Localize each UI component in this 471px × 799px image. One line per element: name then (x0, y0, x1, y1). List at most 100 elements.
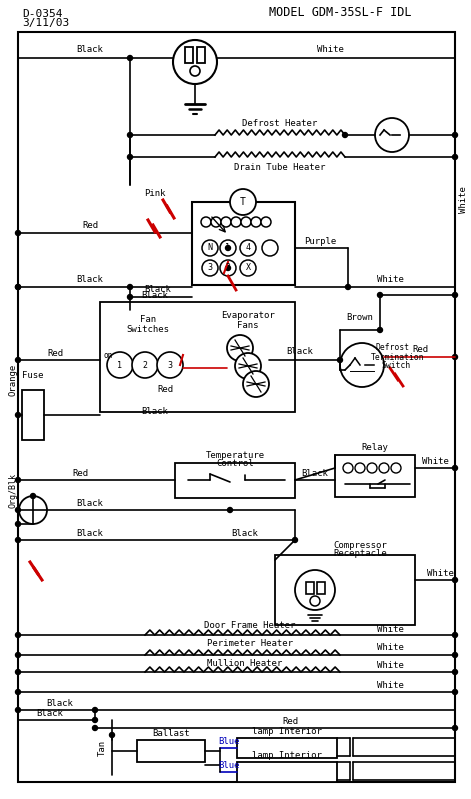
Circle shape (16, 478, 21, 483)
Circle shape (375, 118, 409, 152)
Text: Temperature: Temperature (205, 451, 265, 459)
Text: Black: Black (232, 528, 259, 538)
Circle shape (343, 463, 353, 473)
Circle shape (16, 690, 21, 694)
Circle shape (295, 570, 335, 610)
Circle shape (292, 538, 298, 543)
Text: D-0354: D-0354 (22, 9, 63, 19)
Circle shape (16, 507, 21, 512)
Circle shape (226, 265, 230, 271)
Text: Black: Black (145, 285, 171, 295)
Text: Termination: Termination (371, 352, 425, 361)
Circle shape (16, 670, 21, 674)
Text: White: White (376, 643, 404, 653)
Circle shape (157, 352, 183, 378)
Circle shape (107, 352, 133, 378)
Text: Ballast: Ballast (152, 729, 190, 738)
Circle shape (340, 343, 384, 387)
Bar (237, 738, 337, 758)
Circle shape (227, 335, 253, 361)
Text: Tan: Tan (97, 740, 106, 756)
Circle shape (16, 538, 21, 543)
Circle shape (453, 633, 457, 638)
Circle shape (453, 578, 457, 582)
Text: 2: 2 (226, 264, 230, 272)
Circle shape (231, 217, 241, 227)
Circle shape (220, 240, 236, 256)
Circle shape (202, 240, 218, 256)
Bar (237, 762, 337, 782)
Bar (175, 463, 295, 498)
Circle shape (227, 507, 233, 512)
Bar (100, 302, 295, 412)
Text: Black: Black (301, 468, 328, 478)
Text: Defrost: Defrost (376, 344, 410, 352)
Text: Fan: Fan (140, 316, 156, 324)
Text: Blue: Blue (218, 761, 240, 770)
Circle shape (240, 240, 256, 256)
Text: 3: 3 (208, 264, 212, 272)
Text: Red: Red (157, 385, 173, 395)
Circle shape (391, 463, 401, 473)
Circle shape (132, 352, 158, 378)
Text: lamp Interior: lamp Interior (252, 728, 322, 737)
Bar (197, 47, 205, 63)
Circle shape (346, 284, 350, 289)
Text: Orange: Orange (8, 364, 17, 396)
Circle shape (453, 725, 457, 730)
Text: White: White (376, 276, 404, 284)
Circle shape (128, 154, 132, 160)
Text: 1: 1 (117, 360, 122, 369)
Circle shape (251, 217, 261, 227)
Circle shape (109, 733, 114, 737)
Circle shape (377, 292, 382, 297)
Text: Black: Black (47, 698, 73, 707)
Circle shape (241, 217, 251, 227)
Bar (335, 455, 415, 497)
Circle shape (453, 355, 457, 360)
Text: Switch: Switch (382, 361, 411, 371)
Circle shape (226, 245, 230, 251)
Circle shape (453, 653, 457, 658)
Text: Relay: Relay (362, 443, 389, 452)
Text: 4: 4 (245, 244, 251, 252)
Text: White: White (317, 46, 343, 54)
Circle shape (261, 217, 271, 227)
Text: Black: Black (77, 276, 104, 284)
Circle shape (128, 55, 132, 61)
Bar (22, 390, 44, 440)
Circle shape (342, 133, 348, 137)
Text: Compressor: Compressor (333, 540, 387, 550)
Text: Switches: Switches (127, 325, 170, 335)
Circle shape (190, 66, 200, 76)
Circle shape (211, 217, 221, 227)
Circle shape (202, 260, 218, 276)
Circle shape (453, 670, 457, 674)
Text: on: on (103, 351, 113, 360)
Circle shape (262, 240, 278, 256)
Text: Black: Black (77, 46, 104, 54)
Text: Brown: Brown (347, 313, 374, 323)
Text: White: White (376, 662, 404, 670)
Text: Red: Red (47, 348, 63, 357)
Circle shape (128, 295, 132, 300)
Circle shape (31, 494, 35, 499)
Text: Org/Blk: Org/Blk (8, 472, 17, 507)
Circle shape (16, 357, 21, 363)
Bar (306, 582, 314, 594)
Text: Door Frame Heater: Door Frame Heater (204, 622, 296, 630)
Circle shape (453, 154, 457, 160)
Text: 1: 1 (226, 244, 230, 252)
Circle shape (92, 707, 97, 713)
Circle shape (230, 189, 256, 215)
Circle shape (453, 133, 457, 137)
Circle shape (367, 463, 377, 473)
Text: White: White (376, 682, 404, 690)
Text: Evaporator: Evaporator (221, 312, 275, 320)
Text: Red: Red (282, 717, 298, 725)
Circle shape (128, 284, 132, 289)
Circle shape (379, 463, 389, 473)
Text: Drain Tube Heater: Drain Tube Heater (234, 162, 325, 172)
Circle shape (310, 596, 320, 606)
Circle shape (92, 718, 97, 722)
